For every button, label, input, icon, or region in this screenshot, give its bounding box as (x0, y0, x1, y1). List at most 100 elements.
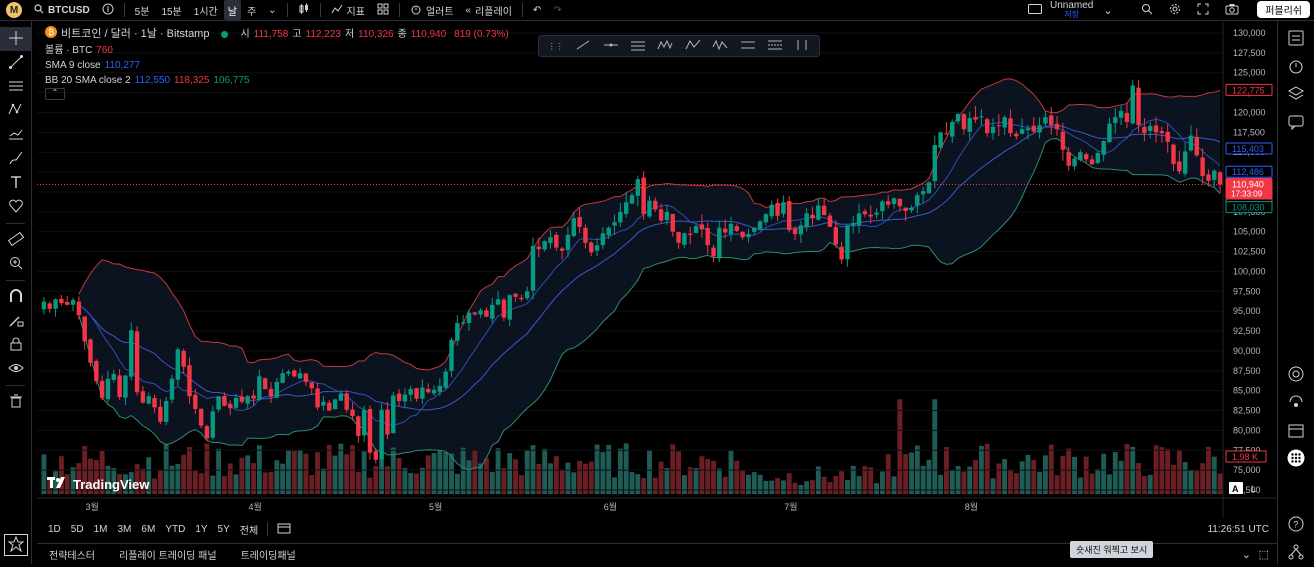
trend-line-tool[interactable] (0, 51, 31, 75)
chevron-down-icon[interactable]: ⌄ (1103, 4, 1113, 17)
candle-body (228, 403, 233, 409)
alert-button[interactable]: 얼러트 (404, 0, 460, 20)
zoom-tool[interactable] (0, 252, 31, 276)
stay-in-draw-mode[interactable] (0, 309, 31, 333)
range-1y[interactable]: 1Y (195, 523, 208, 535)
maximize-panel-button[interactable]: ⬚ (1258, 549, 1269, 561)
pattern-tool[interactable] (0, 99, 31, 123)
crosshair-tool[interactable] (0, 27, 31, 51)
volume-bar (367, 477, 373, 494)
apps-button[interactable] (1278, 445, 1314, 473)
alerts-button[interactable] (1278, 53, 1314, 81)
favorites-tool[interactable] (4, 534, 28, 556)
news-button[interactable] (1278, 389, 1314, 417)
magnet-tool[interactable] (0, 285, 31, 309)
collapse-panel-button[interactable]: ⌄ (1241, 549, 1251, 561)
utc-clock[interactable]: 11:26:51 UTC (1207, 523, 1269, 535)
volume-bar (577, 460, 583, 494)
range-ytd[interactable]: YTD (165, 523, 186, 535)
undo-button[interactable]: ↶ (527, 0, 547, 20)
range-3m[interactable]: 3M (117, 523, 132, 535)
chart-type-button[interactable] (292, 0, 316, 20)
fav-regression[interactable] (762, 37, 787, 55)
fav-pattern-1[interactable] (653, 37, 678, 55)
remove-drawings[interactable] (0, 390, 31, 414)
fav-fib[interactable] (625, 37, 650, 55)
volume-bar (1112, 452, 1118, 494)
lock-drawings[interactable] (0, 333, 31, 357)
calendar-button[interactable] (1278, 417, 1314, 445)
fav-pattern-3[interactable] (707, 37, 732, 55)
bb-legend-row[interactable]: BB 20 SMA close 2 112,550 118,325 106,77… (45, 73, 509, 88)
goto-date-button[interactable] (272, 522, 296, 537)
replay-button[interactable]: « 리플레이 (460, 0, 518, 20)
notifications-button[interactable] (1278, 539, 1314, 567)
candle-body (94, 360, 99, 382)
candle-body (490, 304, 495, 319)
layout-name-button[interactable]: Unnamed 저장 (1050, 1, 1093, 20)
interval-dropdown[interactable]: ⌄ (262, 0, 282, 20)
icon-tool[interactable] (0, 195, 31, 219)
range-1m[interactable]: 1M (93, 523, 108, 535)
range-5d[interactable]: 5D (70, 523, 84, 535)
redo-button[interactable]: ↷ (547, 0, 567, 20)
interval-1h[interactable]: 1시간 (193, 6, 218, 18)
candle-body (1014, 133, 1019, 137)
text-tool[interactable] (0, 171, 31, 195)
fav-horizontal-line[interactable] (598, 37, 623, 55)
fav-trend-line[interactable] (570, 37, 595, 55)
open-label: 시 (240, 29, 250, 40)
fav-pattern-2[interactable] (680, 37, 705, 55)
fav-channel[interactable] (735, 37, 760, 55)
range-1d[interactable]: 1D (48, 523, 61, 535)
forecast-icon (8, 126, 24, 145)
symbol-search[interactable]: BTCUSD (28, 0, 96, 20)
fav-vertical-lines[interactable] (790, 37, 815, 55)
prediction-tool[interactable] (0, 123, 31, 147)
object-tree-button[interactable] (1278, 81, 1314, 109)
candle-body (536, 246, 542, 250)
volume-bar (117, 474, 123, 494)
interval-1w[interactable]: 주 (246, 6, 257, 18)
volume-bar (920, 465, 926, 494)
ideas-button[interactable] (1278, 361, 1314, 389)
volume-legend-row[interactable]: 볼륨 · BTC 760 (45, 43, 509, 58)
compare-button[interactable] (96, 0, 120, 20)
sma-legend-row[interactable]: SMA 9 close 110,277 (45, 58, 509, 73)
symbol-description[interactable]: 비트코인 / 달러 · 1날 · Bitstamp (61, 28, 210, 40)
hide-drawings[interactable] (0, 357, 31, 381)
range-6m[interactable]: 6M (141, 523, 156, 535)
measure-tool[interactable] (0, 228, 31, 252)
camera-icon[interactable] (1225, 3, 1239, 18)
brush-tool[interactable] (0, 147, 31, 171)
volume-bar (1217, 473, 1223, 494)
range-all[interactable]: 전체 (239, 525, 259, 537)
watchlist-button[interactable] (1278, 25, 1314, 53)
templates-button[interactable]: 템플 (371, 0, 395, 20)
help-button[interactable]: ? (1278, 511, 1314, 539)
user-avatar[interactable]: M (6, 2, 22, 18)
indicators-button[interactable]: 지표 (325, 0, 371, 20)
layout-icon[interactable] (1028, 3, 1042, 17)
candle-body (1124, 112, 1130, 122)
fib-tool[interactable] (0, 75, 31, 99)
candle-body (618, 211, 623, 223)
volume-bar (157, 470, 163, 494)
chat-button[interactable] (1278, 109, 1314, 137)
tab-strategy-tester[interactable]: 전략테스터 (49, 551, 95, 562)
interval-1d[interactable]: 날 (223, 0, 241, 20)
settings-icon[interactable] (1169, 3, 1181, 18)
tab-trading-panel[interactable]: 트레이딩패널 (240, 551, 296, 562)
fullscreen-icon[interactable] (1197, 3, 1209, 18)
publish-button[interactable]: 퍼블리쉬 (1257, 1, 1310, 18)
interval-5m[interactable]: 5분 (134, 6, 150, 18)
volume-tag-label: 1.98 K (1232, 452, 1258, 462)
collapse-legend-button[interactable]: ⌃ (45, 88, 65, 100)
drag-handle[interactable]: ⋮⋮ (543, 37, 568, 55)
price-chart[interactable]: 130,000127,500125,000122,500120,000117,5… (37, 21, 1277, 518)
range-5y[interactable]: 5Y (217, 523, 230, 535)
interval-15m[interactable]: 15분 (161, 6, 182, 18)
tab-replay-trading[interactable]: 리플레이 트레이딩 패널 (119, 551, 217, 562)
chart-area[interactable]: 130,000127,500125,000122,500120,000117,5… (37, 21, 1277, 518)
quick-search-icon[interactable] (1141, 3, 1153, 18)
